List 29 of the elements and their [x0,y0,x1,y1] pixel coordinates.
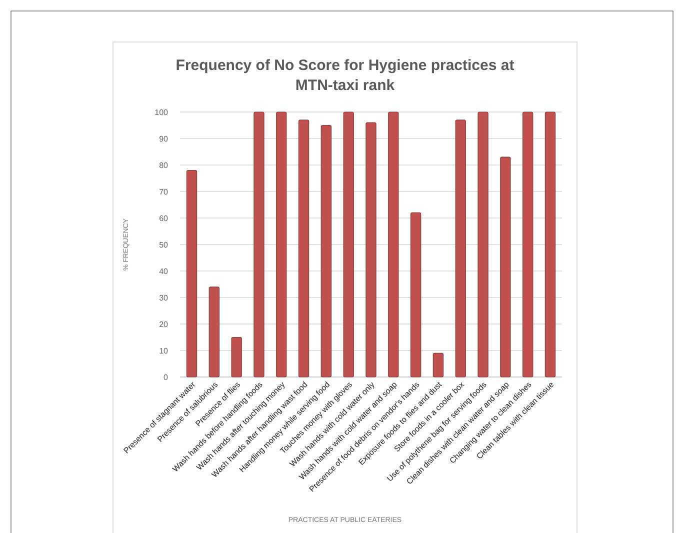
chart-title: Frequency of No Score for Hygiene practices at MTN-taxi rank [176,57,514,94]
bar [186,170,198,378]
bar [544,112,556,378]
bar [208,286,220,378]
bar [522,112,534,378]
y-tick-label: 100 [154,108,169,117]
y-tick-label: 60 [159,214,169,223]
y-tick-label: 20 [159,320,169,329]
bar [410,212,422,378]
bar [298,120,310,378]
bar [388,112,399,378]
bar [276,112,287,378]
bar [343,112,354,378]
bar [500,156,511,378]
y-tick-label: 0 [164,373,169,382]
y-tick-label: 40 [159,267,169,276]
y-tick-label: 80 [159,161,169,170]
y-tick-label: 70 [159,188,169,196]
bar [320,124,332,378]
y-tick-label: 30 [159,294,169,302]
y-tick-label: 10 [159,346,169,356]
y-tick-label: 90 [159,134,169,144]
bar [366,122,376,378]
bar [455,120,466,378]
bar [254,112,264,378]
bar [231,336,242,378]
bar [432,352,444,378]
bar [478,112,488,378]
y-tick-label: 50 [159,240,169,250]
